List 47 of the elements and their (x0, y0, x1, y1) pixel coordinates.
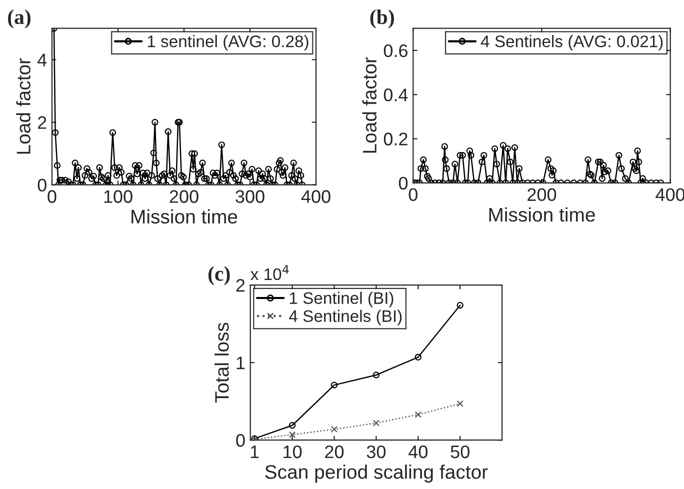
y-tick-label: 0.6 (384, 44, 408, 58)
y-tick-label: 2 (236, 279, 245, 292)
point (330, 382, 338, 388)
y-axis-title: Load factor (362, 57, 377, 153)
point (330, 426, 338, 433)
legend-label: 4 Sentinels (BI) (289, 310, 402, 326)
x-tick-label: 0 (48, 190, 56, 203)
point (288, 431, 296, 438)
y-tick-label: 1 (236, 356, 245, 370)
legend-label: 1 sentinel (AVG: 0.28) (148, 35, 308, 51)
x-tick-label: 50 (450, 445, 470, 458)
x-tick-label: 30 (366, 445, 386, 458)
x-tick-label: 20 (325, 445, 344, 458)
point (288, 422, 296, 429)
x-axis-title: Mission time (489, 207, 595, 222)
x-tick-label: 100 (104, 190, 132, 203)
text: x 10$^{4}$ (250, 265, 289, 280)
legend-label: 4 Sentinels (AVG: 0.021) (480, 35, 663, 51)
chart-title: (c) (208, 266, 230, 286)
x-tick-label: 300 (236, 190, 264, 203)
x-tick-label: 10 (284, 445, 302, 458)
chart-title: (a) (8, 9, 30, 28)
y-tick-label: 0 (398, 176, 408, 190)
point (456, 302, 464, 309)
legend-label: 1 Sentinel (BI) (290, 292, 394, 308)
point (414, 411, 422, 418)
x-axis-title: Mission time (132, 209, 238, 224)
y-tick-label: 4 (37, 54, 47, 66)
y-tick-label: 0.2 (384, 132, 408, 146)
x-axis-title: Scan period scaling factor (265, 464, 488, 483)
x-tick-label: 200 (170, 190, 198, 203)
x-tick-label: 400 (301, 190, 330, 203)
x-tick-label: 200 (528, 188, 556, 202)
y-axis-title: Total loss (214, 322, 229, 403)
y-axis-title: Load factor (16, 58, 30, 154)
x-tick-label: 40 (408, 445, 428, 458)
y-tick-label: 0 (236, 434, 245, 447)
point (372, 420, 380, 426)
point (372, 372, 380, 378)
y-tick-label: 2 (38, 116, 46, 129)
x-tick-label: 1 (250, 446, 259, 458)
y-tick-label: 0 (38, 178, 46, 192)
y-tick-label: 0.4 (384, 88, 408, 102)
point (414, 354, 422, 360)
point (456, 400, 464, 408)
chart-title: (b) (370, 9, 394, 28)
x-tick-label: 0 (408, 188, 418, 202)
